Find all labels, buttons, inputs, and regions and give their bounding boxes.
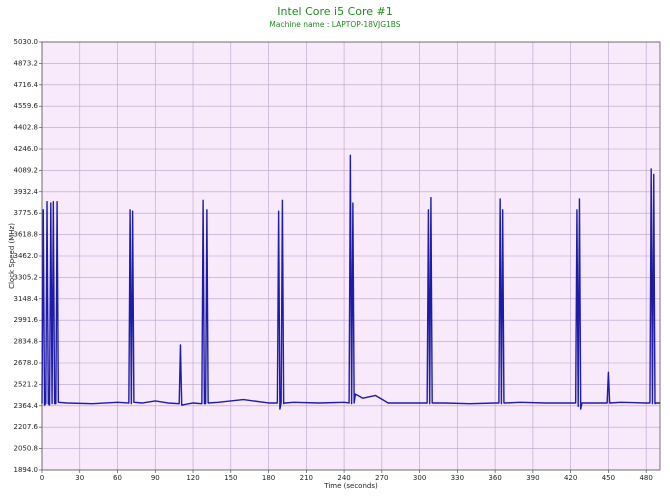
y-tick-label: 4873.2 <box>14 59 39 67</box>
y-tick-label: 2678.0 <box>14 359 39 367</box>
x-tick-label: 120 <box>186 474 199 482</box>
y-tick-label: 3148.4 <box>14 295 39 303</box>
y-tick-label: 2050.8 <box>14 445 39 453</box>
y-tick-label: 4716.4 <box>14 81 39 89</box>
x-tick-label: 480 <box>639 474 652 482</box>
y-tick-label: 3932.4 <box>14 188 39 196</box>
y-tick-label: 3618.8 <box>14 231 39 239</box>
y-tick-label: 2834.8 <box>14 338 39 346</box>
y-tick-label: 1894.0 <box>14 466 39 474</box>
x-tick-label: 450 <box>602 474 615 482</box>
x-tick-label: 330 <box>451 474 464 482</box>
y-tick-label: 3775.6 <box>14 209 39 217</box>
x-tick-label: 30 <box>75 474 84 482</box>
x-tick-label: 240 <box>337 474 350 482</box>
x-tick-label: 390 <box>526 474 539 482</box>
y-tick-label: 2207.6 <box>14 423 39 431</box>
x-tick-label: 360 <box>488 474 501 482</box>
y-tick-label: 3462.0 <box>14 252 39 260</box>
x-tick-label: 180 <box>262 474 275 482</box>
x-tick-label: 0 <box>40 474 44 482</box>
x-axis-label: Time (seconds) <box>323 482 378 490</box>
chart-title: Intel Core i5 Core #1 <box>277 5 393 18</box>
y-tick-label: 2364.4 <box>14 402 39 410</box>
y-tick-label: 2991.6 <box>14 316 39 324</box>
clock-speed-line <box>41 154 660 410</box>
y-tick-label: 4246.0 <box>14 145 39 153</box>
y-tick-label: 2521.2 <box>14 380 39 388</box>
y-axis-label: Clock Speed (MHz) <box>8 223 16 289</box>
y-tick-label: 3305.2 <box>14 273 39 281</box>
x-tick-label: 150 <box>224 474 237 482</box>
y-tick-label: 4402.8 <box>14 124 39 132</box>
y-tick-label: 4089.2 <box>14 166 39 174</box>
x-tick-label: 60 <box>113 474 122 482</box>
y-tick-label: 4559.6 <box>14 102 39 110</box>
x-tick-label: 90 <box>151 474 160 482</box>
x-tick-label: 300 <box>413 474 426 482</box>
x-tick-label: 210 <box>300 474 313 482</box>
y-tick-label: 5030.0 <box>14 38 39 46</box>
plot-border <box>41 41 661 471</box>
x-tick-label: 270 <box>375 474 388 482</box>
chart-subtitle: Machine name : LAPTOP-18VJG1BS <box>269 20 400 29</box>
x-tick-label: 420 <box>564 474 577 482</box>
